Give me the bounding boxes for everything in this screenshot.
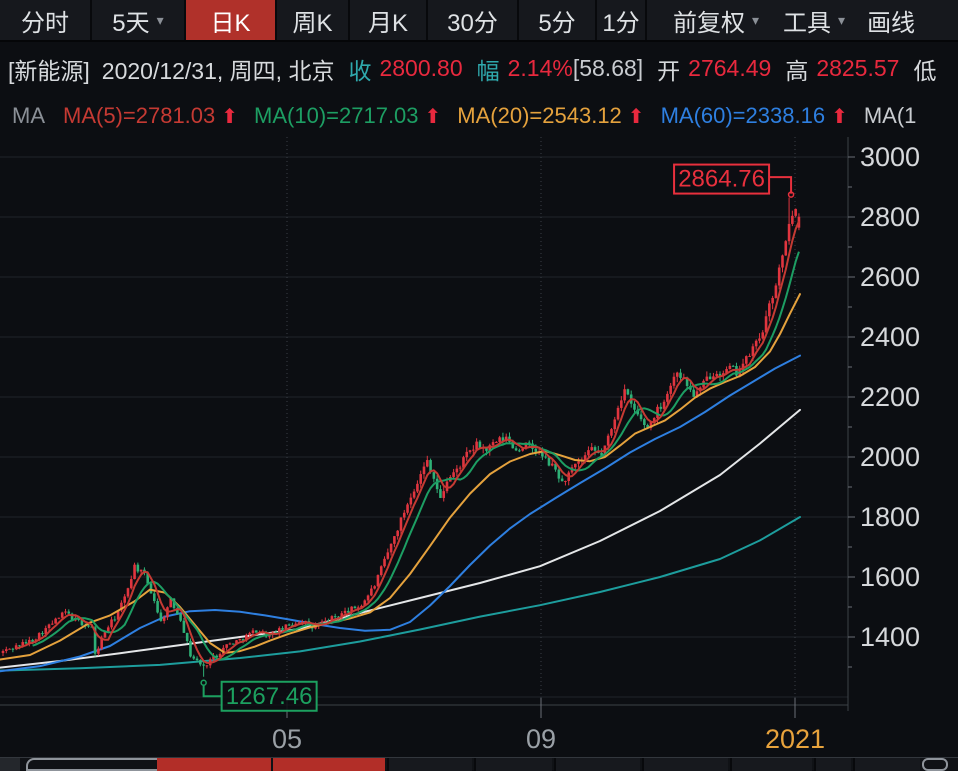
chevron-down-icon: ▾ xyxy=(838,11,846,28)
tab-label: 周K xyxy=(292,9,333,37)
tab-label: 分时 xyxy=(21,9,69,37)
tab-label: 日K xyxy=(210,9,251,37)
low-label: 低 xyxy=(913,57,937,84)
quote-datetime: 2020/12/31, 周四, 北京 xyxy=(101,57,335,84)
change-percent: 2.14% xyxy=(507,55,573,81)
quote-info-bar: [新能源] 2020/12/31, 周四, 北京 收 2800.80 幅 2.1… xyxy=(0,42,958,95)
ma10-legend: MA(10)=2717.03 xyxy=(254,103,419,128)
up-arrow-icon: ⬆ xyxy=(221,105,239,128)
navigator-end-handle[interactable] xyxy=(922,758,948,771)
close-value: 2800.80 xyxy=(379,55,463,81)
navigator-segment[interactable] xyxy=(642,758,728,771)
tab-minute-chart[interactable]: 分时 xyxy=(0,0,92,40)
tab-label: 1分 xyxy=(602,9,640,37)
chevron-down-icon: ▾ xyxy=(156,11,164,28)
tools-dropdown[interactable]: 工具 ▾ xyxy=(771,0,857,40)
tab-label: 月K xyxy=(367,9,408,37)
navigator-segment[interactable] xyxy=(474,758,552,771)
navigator-window-handle[interactable] xyxy=(26,758,157,771)
navigator-segment[interactable] xyxy=(730,758,812,771)
navigator-segment[interactable] xyxy=(387,758,472,771)
adjust-mode-dropdown[interactable]: 前复权 ▾ xyxy=(661,0,771,40)
tab-weekly-k[interactable]: 周K xyxy=(277,0,350,40)
navigator-red-segment[interactable] xyxy=(273,758,385,771)
svg-text:2800: 2800 xyxy=(860,202,920,232)
svg-text:05: 05 xyxy=(272,724,302,754)
svg-text:3000: 3000 xyxy=(860,142,920,172)
tab-1min[interactable]: 1分 xyxy=(597,0,647,40)
ma5-legend: MA(5)=2781.03 xyxy=(63,103,216,128)
high-label: 高 xyxy=(785,57,809,84)
tab-label: 5天 xyxy=(112,9,150,37)
tab-daily-k[interactable]: 日K xyxy=(186,0,277,40)
tab-monthly-k[interactable]: 月K xyxy=(350,0,428,40)
button-label: 画线 xyxy=(867,9,916,37)
close-label: 收 xyxy=(348,57,372,84)
change-label: 幅 xyxy=(476,57,500,84)
navigator-segment[interactable] xyxy=(853,758,920,771)
navigator-segment[interactable] xyxy=(554,758,640,771)
candlestick-chart[interactable]: 3000 2800 2600 2400 2200 2000 1800 1600 1400 05 09… xyxy=(0,137,958,757)
svg-text:1267.46: 1267.46 xyxy=(226,683,313,710)
navigator-segment[interactable] xyxy=(814,758,851,771)
symbol-name: [新能源] xyxy=(8,57,90,84)
tab-30min[interactable]: 30分 xyxy=(428,0,519,40)
navigator-red-segment[interactable] xyxy=(157,758,271,771)
ma60-legend: MA(60)=2338.16 xyxy=(660,103,826,128)
draw-line-button[interactable]: 画线 xyxy=(857,0,925,40)
dropdown-label: 前复权 xyxy=(673,9,745,37)
ma20-legend: MA(20)=2543.12 xyxy=(457,103,622,128)
change-amount: [58.68] xyxy=(572,55,644,81)
tab-5min[interactable]: 5分 xyxy=(519,0,597,40)
up-arrow-icon: ⬆ xyxy=(831,105,848,128)
navigator-left-stub xyxy=(0,758,20,771)
up-arrow-icon: ⬆ xyxy=(627,105,645,128)
up-arrow-icon: ⬆ xyxy=(424,105,442,128)
open-label: 开 xyxy=(657,57,681,84)
open-value: 2764.49 xyxy=(688,55,772,81)
svg-text:2864.76: 2864.76 xyxy=(678,166,765,193)
ma120-legend-clipped: MA(1 xyxy=(863,103,917,128)
tab-label: 5分 xyxy=(538,9,576,37)
svg-text:2200: 2200 xyxy=(860,382,920,412)
date-range-navigator[interactable] xyxy=(0,757,958,771)
svg-text:2400: 2400 xyxy=(860,322,920,352)
chevron-down-icon: ▾ xyxy=(752,11,760,28)
ma-legend-bar: MA MA(5)=2781.03 ⬆ MA(10)=2717.03 ⬆ MA(20)… xyxy=(0,95,958,137)
tab-label: 30分 xyxy=(447,9,498,37)
svg-text:1800: 1800 xyxy=(860,502,920,532)
dropdown-label: 工具 xyxy=(783,9,832,37)
tab-5day[interactable]: 5天 ▾ xyxy=(92,0,186,40)
svg-text:1400: 1400 xyxy=(860,622,920,652)
chart-period-tabbar: 分时 5天 ▾ 日K 周K 月K 30分 5分 1分 前复权 ▾ 工具 ▾ 画线 xyxy=(0,0,958,42)
svg-text:1600: 1600 xyxy=(860,562,920,592)
ma-indicator-label: MA xyxy=(12,103,45,128)
svg-text:2000: 2000 xyxy=(860,442,920,472)
svg-text:09: 09 xyxy=(526,724,556,754)
svg-text:2021: 2021 xyxy=(765,724,825,754)
svg-text:2600: 2600 xyxy=(860,262,920,292)
high-value: 2825.57 xyxy=(816,55,900,81)
